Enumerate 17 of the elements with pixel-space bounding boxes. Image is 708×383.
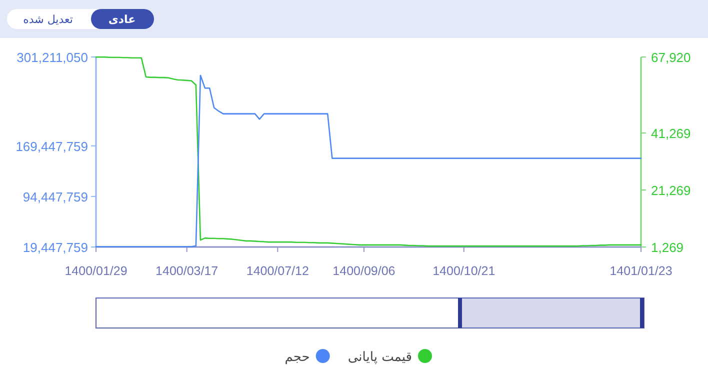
x-tick-label: 1400/03/17	[156, 264, 218, 278]
y2-tick-label: 21,269	[651, 182, 691, 198]
legend-label: قیمت پایانی	[348, 350, 412, 365]
x-tick-label: 1400/07/12	[246, 264, 309, 278]
legend-label: حجم	[284, 350, 310, 365]
x-tick-label: 1400/01/29	[64, 264, 128, 278]
y-tick-label: 94,447,759	[22, 189, 88, 204]
x-tick-label: 1400/10/21	[432, 264, 496, 278]
toggle: عادی تعدیل شده	[7, 9, 154, 29]
y-tick-label: 301,211,050	[16, 50, 88, 65]
y-tick-label: 19,447,759	[22, 240, 88, 255]
y2-tick-label: 41,269	[651, 126, 691, 141]
y-tick-label: 169,447,759	[16, 138, 88, 154]
y2-tick-label: 67,920	[651, 50, 691, 65]
x-tick-label: 1401/01/23	[610, 264, 672, 278]
y2-tick-label: 1,269	[651, 240, 684, 255]
x-tick-label: 1400/09/06	[332, 264, 396, 278]
